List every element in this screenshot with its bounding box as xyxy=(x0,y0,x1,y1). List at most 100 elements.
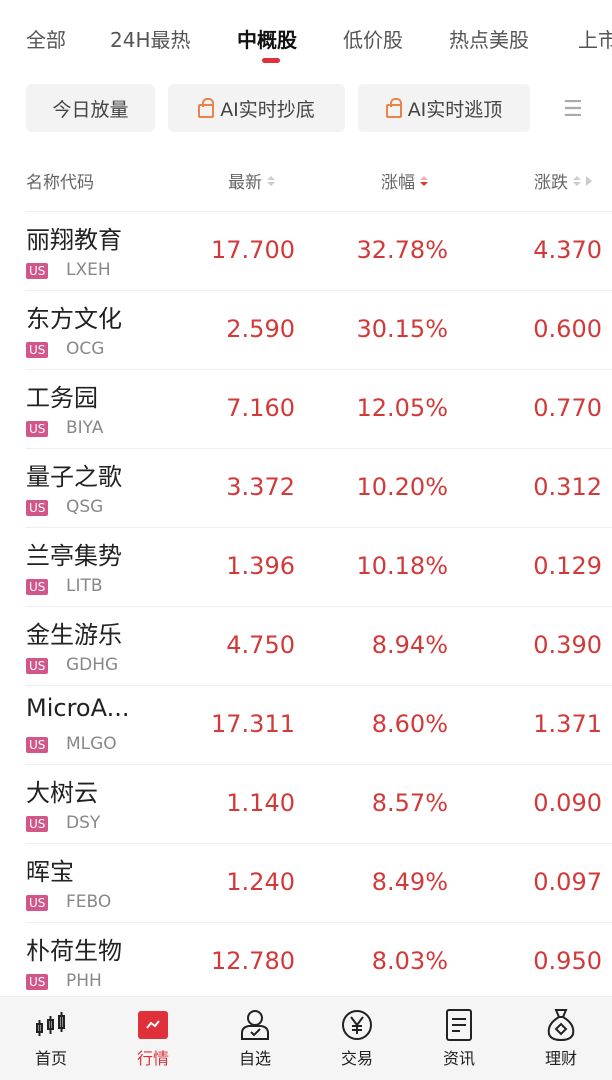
latest-price: 1.140 xyxy=(226,789,295,817)
change-amount: 0.390 xyxy=(533,631,602,659)
nav-market[interactable]: 行情 xyxy=(113,1009,193,1069)
header-name-col: 名称代码 xyxy=(26,168,94,193)
money-bag-icon xyxy=(521,1009,601,1042)
change-percent: 12.05% xyxy=(356,394,448,422)
header-name: 名称代码 xyxy=(26,173,94,193)
table-header: 名称代码 最新 涨幅 涨跌 xyxy=(0,168,612,198)
change-percent: 8.60% xyxy=(371,710,448,738)
table-row[interactable]: 量子之歌 US QSG 3.372 10.20% 0.312 xyxy=(26,448,612,527)
stock-name: MicroA... xyxy=(26,694,130,722)
table-row[interactable]: 金生游乐 US GDHG 4.750 8.94% 0.390 xyxy=(26,606,612,685)
nav-news[interactable]: 资讯 xyxy=(419,1009,499,1069)
chip-volume-today[interactable]: 今日放量 xyxy=(26,84,155,132)
change-percent: 32.78% xyxy=(356,236,448,264)
table-row[interactable]: 丽翔教育 US LXEH 17.700 32.78% 4.370 xyxy=(26,211,612,290)
stock-code: MLGO xyxy=(66,734,117,754)
change-amount: 0.090 xyxy=(533,789,602,817)
sort-desc-icon xyxy=(420,175,428,186)
chip-label: AI实时抄底 xyxy=(220,98,315,121)
header-latest-label: 最新 xyxy=(228,173,262,193)
candlestick-icon xyxy=(11,1009,91,1041)
change-percent: 30.15% xyxy=(356,315,448,343)
stock-name: 大树云 xyxy=(26,779,98,807)
tab-ipo[interactable]: 上市 xyxy=(578,28,612,52)
stock-name: 工务园 xyxy=(26,384,98,412)
user-check-icon xyxy=(215,1009,295,1041)
stock-name: 晖宝 xyxy=(26,858,74,886)
stock-name: 丽翔教育 xyxy=(26,226,122,254)
table-row[interactable]: 东方文化 US OCG 2.590 30.15% 0.600 xyxy=(26,290,612,369)
header-latest[interactable]: 最新 xyxy=(228,168,275,193)
stock-code: LXEH xyxy=(66,260,111,280)
table-row[interactable]: 晖宝 US FEBO 1.240 8.49% 0.097 xyxy=(26,843,612,922)
yen-circle-icon xyxy=(317,1009,397,1041)
active-tab-indicator xyxy=(262,58,280,63)
market-badge: US xyxy=(26,816,49,832)
sort-icon xyxy=(267,175,275,186)
stock-name: 东方文化 xyxy=(26,305,122,333)
change-amount: 0.097 xyxy=(533,868,602,896)
table-row[interactable]: 大树云 US DSY 1.140 8.57% 0.090 xyxy=(26,764,612,843)
header-pct[interactable]: 涨幅 xyxy=(381,168,428,193)
stock-list: 丽翔教育 US LXEH 17.700 32.78% 4.370 东方文化 US … xyxy=(26,211,612,1001)
nav-label: 自选 xyxy=(238,1049,271,1068)
chip-ai-bottom[interactable]: AI实时抄底 xyxy=(168,84,345,132)
latest-price: 2.590 xyxy=(226,315,295,343)
nav-home[interactable]: 首页 xyxy=(11,1009,91,1069)
tab-24h-hot[interactable]: 24H最热 xyxy=(110,28,191,52)
nav-wealth[interactable]: 理财 xyxy=(521,1009,601,1069)
stock-name: 金生游乐 xyxy=(26,621,122,649)
change-amount: 0.312 xyxy=(533,473,602,501)
market-badge: US xyxy=(26,579,49,595)
table-row[interactable]: 兰亭集势 US LITB 1.396 10.18% 0.129 xyxy=(26,527,612,606)
stock-name: 兰亭集势 xyxy=(26,542,122,570)
lock-icon xyxy=(385,97,402,118)
stock-code: QSG xyxy=(66,497,104,517)
tab-low-price[interactable]: 低价股 xyxy=(343,28,403,52)
market-badge: US xyxy=(26,895,49,911)
market-badge: US xyxy=(26,500,49,516)
market-badge: US xyxy=(26,421,49,437)
latest-price: 12.780 xyxy=(211,947,295,975)
change-percent: 8.49% xyxy=(371,868,448,896)
tab-all[interactable]: 全部 xyxy=(26,28,66,52)
table-row[interactable]: 朴荷生物 US PHH 12.780 8.03% 0.950 xyxy=(26,922,612,1001)
sort-icon xyxy=(573,175,581,186)
stock-code: OCG xyxy=(66,339,105,359)
stock-code: LITB xyxy=(66,576,103,596)
change-amount: 0.129 xyxy=(533,552,602,580)
table-row[interactable]: 工务园 US BIYA 7.160 12.05% 0.770 xyxy=(26,369,612,448)
stock-code: BIYA xyxy=(66,418,104,438)
tab-china-concept[interactable]: 中概股 xyxy=(237,28,297,52)
latest-price: 7.160 xyxy=(226,394,295,422)
menu-icon[interactable]: ☰ xyxy=(563,97,583,122)
nav-label: 理财 xyxy=(544,1049,577,1068)
table-row[interactable]: MicroA... US MLGO 17.311 8.60% 1.371 xyxy=(26,685,612,764)
nav-watchlist[interactable]: 自选 xyxy=(215,1009,295,1069)
tab-hot-us[interactable]: 热点美股 xyxy=(449,28,529,52)
change-amount: 0.600 xyxy=(533,315,602,343)
nav-label: 首页 xyxy=(34,1049,67,1068)
lock-icon xyxy=(198,97,215,118)
latest-price: 17.311 xyxy=(211,710,295,738)
nav-trade[interactable]: 交易 xyxy=(317,1009,397,1069)
latest-price: 17.700 xyxy=(211,236,295,264)
change-amount: 4.370 xyxy=(533,236,602,264)
market-badge: US xyxy=(26,974,49,990)
change-percent: 8.57% xyxy=(371,789,448,817)
change-amount: 0.950 xyxy=(533,947,602,975)
nav-label: 行情 xyxy=(136,1049,169,1068)
nav-label: 资讯 xyxy=(442,1049,475,1068)
market-badge: US xyxy=(26,737,49,753)
stock-name: 量子之歌 xyxy=(26,463,122,491)
header-change[interactable]: 涨跌 xyxy=(534,168,592,193)
change-percent: 8.94% xyxy=(371,631,448,659)
stock-code: FEBO xyxy=(66,892,112,912)
market-chart-icon xyxy=(113,1009,193,1041)
market-badge: US xyxy=(26,263,49,279)
stock-code: GDHG xyxy=(66,655,119,675)
stock-code: PHH xyxy=(66,971,102,991)
chip-ai-top[interactable]: AI实时逃顶 xyxy=(358,84,530,132)
scroll-right-icon[interactable] xyxy=(586,175,592,186)
latest-price: 1.240 xyxy=(226,868,295,896)
